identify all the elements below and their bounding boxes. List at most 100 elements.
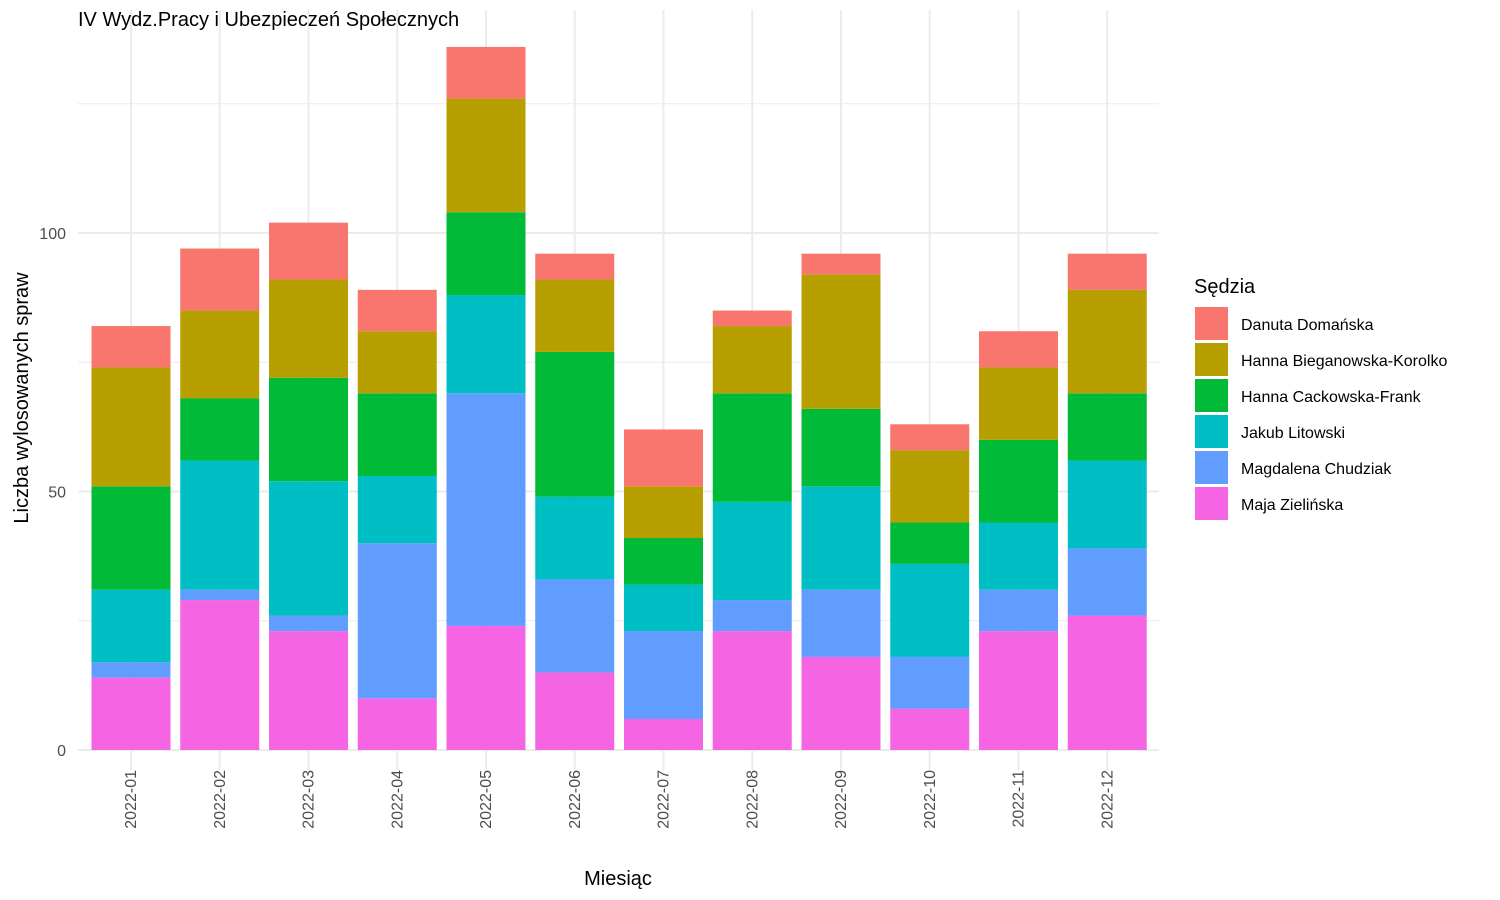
- bar-segment: [535, 253, 615, 280]
- bar-segment: [535, 351, 615, 497]
- bar-segment: [801, 486, 881, 590]
- bar-segment: [535, 496, 615, 580]
- bar-segment: [979, 631, 1058, 750]
- bar-segment: [357, 331, 437, 394]
- bar-segment: [890, 656, 970, 709]
- x-tick-label: 2022-09: [833, 770, 850, 829]
- bar-segment: [91, 486, 171, 590]
- bars: [91, 46, 1147, 750]
- bar-segment: [535, 279, 615, 352]
- bar-segment: [91, 677, 171, 750]
- bar-segment: [357, 543, 437, 699]
- bar-segment: [624, 631, 703, 719]
- legend-key: [1195, 343, 1228, 376]
- bar-segment: [180, 248, 260, 311]
- bar-segment: [91, 589, 171, 663]
- bar-segment: [1067, 615, 1147, 750]
- bar-segment: [712, 310, 792, 327]
- x-tick-label: 2022-02: [212, 770, 229, 829]
- bar-segment: [801, 589, 881, 657]
- legend: Sędzia Danuta Domańska Hanna Bieganowska-…: [1194, 276, 1447, 520]
- y-tick-label: 100: [39, 226, 66, 243]
- legend-label: Danuta Domańska: [1241, 317, 1374, 334]
- bar-segment: [357, 475, 437, 544]
- bar-segment: [180, 600, 260, 750]
- bar-segment: [1067, 460, 1147, 549]
- bar-segment: [91, 662, 171, 678]
- bar-segment: [979, 439, 1058, 523]
- bar-segment: [890, 563, 970, 657]
- x-tick-label: 2022-07: [656, 770, 673, 829]
- bar-segment: [269, 631, 348, 750]
- bar-segment: [712, 631, 792, 750]
- bar-segment: [1067, 548, 1147, 616]
- legend-key: [1195, 307, 1228, 340]
- x-tick-label: 2022-11: [1011, 770, 1028, 828]
- y-axis-title: Liczba wylosowanych spraw: [11, 272, 33, 524]
- bar-segment: [890, 522, 970, 564]
- x-axis-ticks: 2022-01 2022-02 2022-03 2022-04 2022-05 2022-…: [123, 770, 1116, 829]
- bar-segment: [712, 501, 792, 601]
- bar-segment: [180, 460, 260, 590]
- legend-label: Hanna Cackowska-Frank: [1241, 389, 1422, 406]
- bar-segment: [269, 481, 348, 616]
- bar-segment: [180, 398, 260, 461]
- bar-segment: [979, 522, 1058, 590]
- legend-key: [1195, 379, 1228, 412]
- x-tick-label: 2022-01: [123, 770, 140, 829]
- legend-key: [1195, 415, 1228, 448]
- x-tick-label: 2022-12: [1099, 770, 1116, 829]
- chart-title: IV Wydz.Pracy i Ubezpieczeń Społecznych: [78, 9, 459, 31]
- bar-segment: [180, 310, 260, 399]
- bar-segment: [91, 326, 171, 368]
- bar-segment: [624, 538, 703, 585]
- bar-segment: [624, 718, 703, 750]
- bar-segment: [801, 253, 881, 275]
- bar-segment: [269, 222, 348, 280]
- bar-segment: [269, 279, 348, 378]
- bar-segment: [979, 331, 1058, 368]
- x-tick-label: 2022-08: [744, 770, 761, 829]
- x-axis-title: Miesiąc: [584, 868, 652, 890]
- legend-label: Hanna Bieganowska-Korolko: [1241, 353, 1447, 370]
- legend-label: Magdalena Chudziak: [1241, 461, 1392, 478]
- bar-segment: [446, 212, 526, 296]
- bar-segment: [801, 408, 881, 487]
- bar-segment: [712, 326, 792, 394]
- bar-segment: [801, 656, 881, 750]
- legend-label: Jakub Litowski: [1241, 425, 1345, 442]
- bar-segment: [624, 486, 703, 539]
- bar-segment: [269, 377, 348, 482]
- bar-segment: [890, 708, 970, 750]
- bar-segment: [979, 589, 1058, 632]
- x-tick-label: 2022-05: [478, 770, 495, 829]
- bar-segment: [446, 46, 526, 99]
- bar-segment: [446, 625, 526, 750]
- bar-segment: [890, 450, 970, 523]
- bar-segment: [446, 393, 526, 626]
- x-tick-label: 2022-03: [301, 770, 318, 829]
- bar-segment: [801, 274, 881, 409]
- bar-segment: [357, 393, 437, 476]
- x-tick-label: 2022-06: [567, 770, 584, 829]
- bar-segment: [624, 584, 703, 632]
- bar-segment: [890, 424, 970, 451]
- bar-segment: [357, 289, 437, 332]
- bar-segment: [712, 393, 792, 502]
- bar-segment: [1067, 253, 1147, 290]
- bar-segment: [357, 698, 437, 750]
- legend-title: Sędzia: [1194, 276, 1256, 298]
- legend-key: [1195, 451, 1228, 484]
- y-tick-label: 50: [48, 485, 66, 502]
- x-tick-label: 2022-04: [389, 770, 406, 829]
- x-tick-label: 2022-10: [922, 770, 939, 829]
- y-tick-label: 0: [57, 743, 66, 760]
- legend-label: Maja Zielińska: [1241, 497, 1343, 514]
- bar-segment: [269, 615, 348, 632]
- bar-segment: [1067, 289, 1147, 394]
- bar-segment: [979, 367, 1058, 440]
- bar-segment: [180, 589, 260, 601]
- legend-key: [1195, 487, 1228, 520]
- bar-segment: [535, 672, 615, 750]
